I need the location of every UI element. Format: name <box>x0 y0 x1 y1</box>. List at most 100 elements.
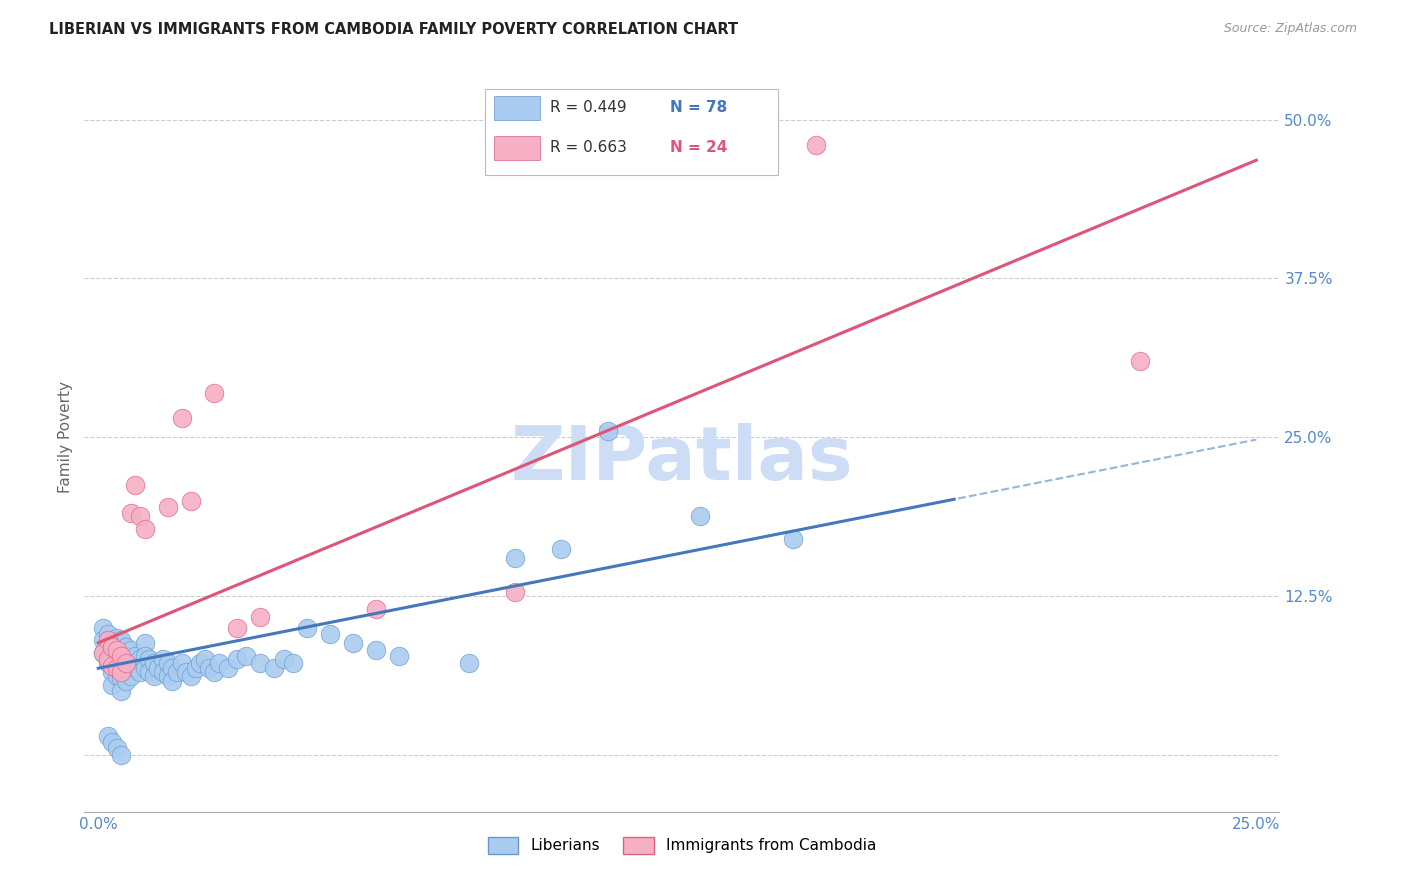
Point <box>142 656 165 670</box>
Point <box>115 661 138 675</box>
Point <box>166 665 188 679</box>
Point <box>174 665 197 679</box>
Point <box>91 633 114 648</box>
Point <box>105 661 128 675</box>
Point <box>689 508 711 523</box>
Point <box>110 684 132 698</box>
Point <box>208 656 231 670</box>
Point <box>120 669 142 683</box>
Point <box>124 478 146 492</box>
Point <box>152 665 174 679</box>
Point <box>120 656 142 670</box>
Text: Source: ZipAtlas.com: Source: ZipAtlas.com <box>1223 22 1357 36</box>
Point <box>110 672 132 686</box>
Point <box>96 633 118 648</box>
Point <box>319 627 342 641</box>
Point <box>134 636 156 650</box>
Point <box>156 669 179 683</box>
Point <box>1129 354 1152 368</box>
Point <box>129 508 152 523</box>
Point <box>105 669 128 683</box>
Text: R = 0.663: R = 0.663 <box>551 140 627 154</box>
Point <box>120 506 142 520</box>
Text: LIBERIAN VS IMMIGRANTS FROM CAMBODIA FAMILY POVERTY CORRELATION CHART: LIBERIAN VS IMMIGRANTS FROM CAMBODIA FAM… <box>49 22 738 37</box>
Point <box>105 643 128 657</box>
Point <box>503 550 526 565</box>
Point <box>134 522 156 536</box>
Point <box>105 656 128 670</box>
Point <box>96 640 118 654</box>
Point <box>388 648 411 663</box>
FancyBboxPatch shape <box>495 96 540 120</box>
Point <box>105 741 128 756</box>
Point <box>596 424 619 438</box>
Point <box>188 656 211 670</box>
Point <box>110 646 132 660</box>
Point <box>226 621 249 635</box>
Point <box>115 673 138 688</box>
Point <box>101 658 124 673</box>
Point <box>142 669 165 683</box>
Point <box>263 661 285 675</box>
Point <box>180 493 202 508</box>
Point <box>226 652 249 666</box>
Point <box>249 610 271 624</box>
Point <box>156 500 179 514</box>
Point <box>101 652 124 666</box>
Point <box>115 648 138 663</box>
Point <box>281 656 304 670</box>
Point <box>170 656 193 670</box>
Point <box>170 411 193 425</box>
Point <box>148 661 170 675</box>
Point <box>162 661 184 675</box>
Point <box>91 621 114 635</box>
Point <box>202 665 225 679</box>
Point <box>138 652 160 666</box>
FancyBboxPatch shape <box>485 88 778 175</box>
Text: N = 24: N = 24 <box>671 140 727 154</box>
FancyBboxPatch shape <box>495 136 540 160</box>
Point <box>366 601 388 615</box>
Point <box>273 652 295 666</box>
Point <box>101 640 124 654</box>
Point <box>101 678 124 692</box>
Point <box>457 656 479 670</box>
Point <box>184 661 207 675</box>
Point <box>101 643 124 657</box>
Point <box>105 631 128 645</box>
Point <box>101 636 124 650</box>
Y-axis label: Family Poverty: Family Poverty <box>58 381 73 493</box>
Point <box>110 665 132 679</box>
Point <box>124 661 146 675</box>
Point <box>91 646 114 660</box>
Point <box>162 673 184 688</box>
Point <box>194 652 217 666</box>
Point <box>550 541 572 556</box>
Point <box>101 665 124 679</box>
Point <box>110 648 132 663</box>
Point <box>96 627 118 641</box>
Point <box>295 621 318 635</box>
Point <box>91 646 114 660</box>
Point <box>120 643 142 657</box>
Point <box>110 633 132 648</box>
Point <box>134 648 156 663</box>
Text: N = 78: N = 78 <box>671 100 727 115</box>
Point <box>124 648 146 663</box>
Point <box>96 656 118 670</box>
Point <box>235 648 257 663</box>
Point <box>198 661 221 675</box>
Point <box>96 652 118 666</box>
Point <box>202 385 225 400</box>
Point <box>503 585 526 599</box>
Point <box>110 658 132 673</box>
Point <box>180 669 202 683</box>
Text: ZIPatlas: ZIPatlas <box>510 423 853 496</box>
Point <box>134 661 156 675</box>
Point <box>101 735 124 749</box>
Point <box>129 665 152 679</box>
Text: R = 0.449: R = 0.449 <box>551 100 627 115</box>
Point <box>129 652 152 666</box>
Point <box>217 661 239 675</box>
Point <box>366 643 388 657</box>
